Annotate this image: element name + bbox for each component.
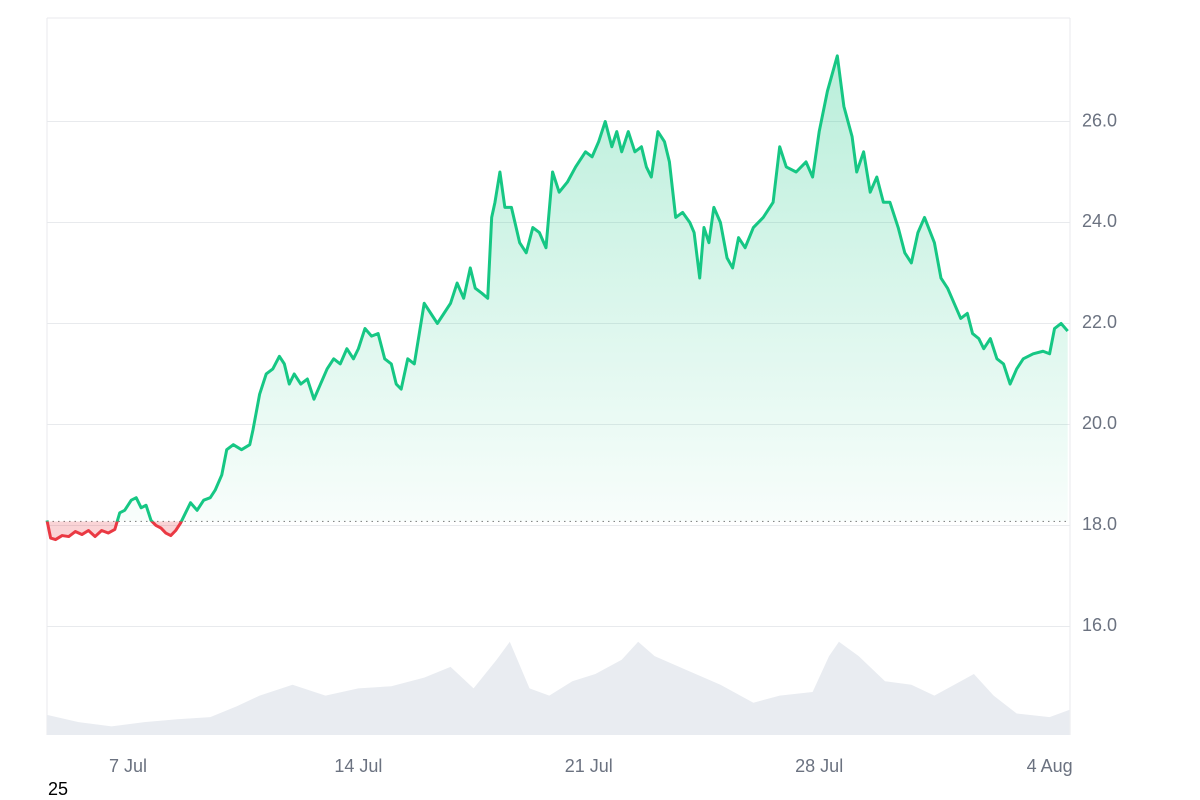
x-tick-label: 21 Jul	[565, 756, 613, 776]
y-tick-label: 16.0	[1082, 615, 1117, 635]
x-tick-label: 28 Jul	[795, 756, 843, 776]
x-tick-label: 4 Aug	[1027, 756, 1073, 776]
price-area	[47, 55, 1068, 540]
y-tick-label: 22.0	[1082, 312, 1117, 332]
y-tick-label: 18.0	[1082, 514, 1117, 534]
x-tick-label: 14 Jul	[334, 756, 382, 776]
price-line	[45, 54, 1069, 542]
y-tick-label: 24.0	[1082, 211, 1117, 231]
volume-area	[47, 641, 1070, 735]
annotation: 25	[48, 779, 68, 799]
y-tick-label: 26.0	[1082, 110, 1117, 130]
x-tick-label: 7 Jul	[109, 756, 147, 776]
y-tick-label: 20.0	[1082, 413, 1117, 433]
